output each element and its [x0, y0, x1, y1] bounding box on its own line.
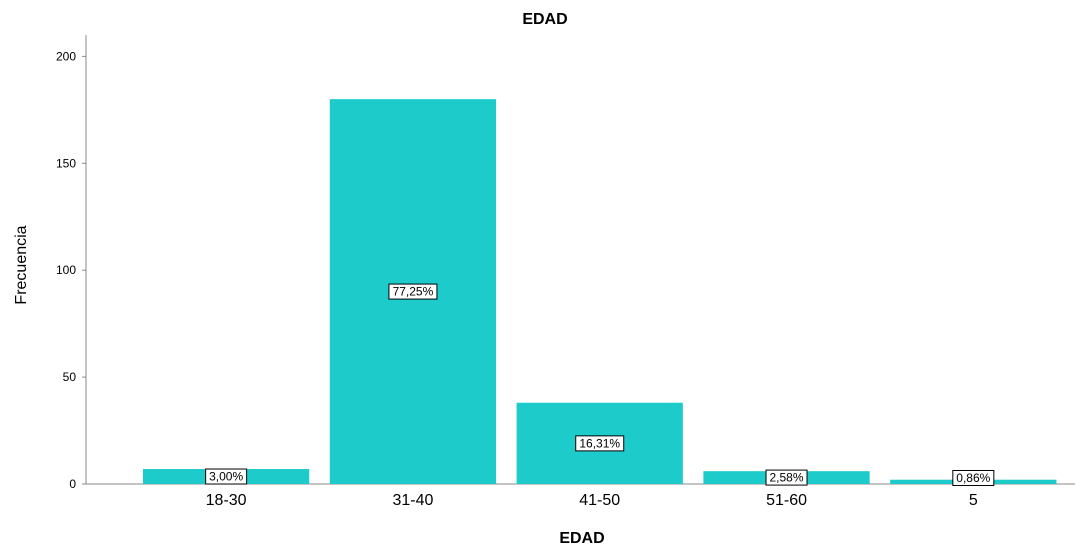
y-tick-label: 200 — [56, 49, 76, 63]
data-label: 3,00% — [209, 470, 243, 484]
data-label: 77,25% — [393, 285, 434, 299]
data-label: 16,31% — [579, 436, 620, 450]
y-ticks: 0 50 100 150 200 — [56, 49, 86, 491]
y-axis-label: Frecuencia — [13, 225, 30, 304]
x-tick-label: 31-40 — [392, 492, 433, 509]
data-label-box — [765, 469, 808, 486]
x-ticks: 18-30 31-40 41-50 51-60 5 — [206, 492, 978, 509]
x-tick-label: 18-30 — [206, 492, 247, 509]
data-label: 2,58% — [770, 471, 804, 485]
x-tick-label: 41-50 — [579, 492, 620, 509]
chart-title: EDAD — [522, 11, 567, 28]
data-label: 0,86% — [956, 471, 990, 485]
y-tick-label: 0 — [69, 477, 76, 491]
y-tick-label: 50 — [63, 370, 77, 384]
x-axis-label: EDAD — [559, 530, 604, 547]
data-label-box — [205, 468, 248, 485]
x-tick-label: 51-60 — [766, 492, 807, 509]
data-label-box — [952, 470, 995, 486]
data-label-box — [575, 435, 625, 452]
bars — [143, 99, 1057, 485]
data-labels: 3,00% 77,25% 16,31% 2,58% 0,86% — [205, 283, 995, 486]
y-tick-label: 100 — [56, 263, 76, 277]
data-label-box — [388, 283, 438, 300]
y-tick-label: 150 — [56, 156, 76, 170]
x-tick-label: 5 — [969, 492, 978, 509]
